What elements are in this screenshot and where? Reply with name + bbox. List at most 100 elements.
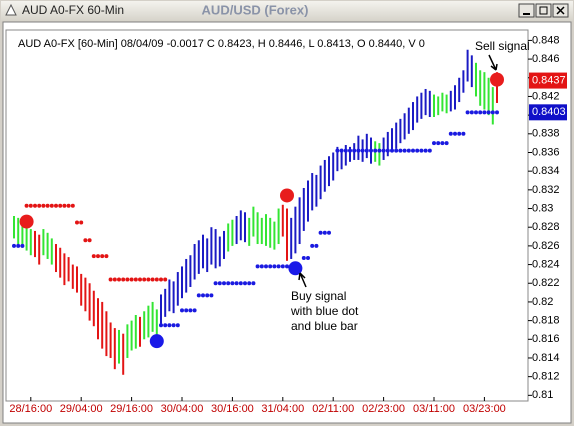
x-tick-label: 30/04:00 [161, 403, 204, 415]
stop-dot [33, 203, 37, 208]
stop-dot [276, 264, 281, 269]
stop-dot [360, 148, 365, 153]
x-tick-label: 03/23:00 [463, 403, 506, 415]
maximize-button[interactable] [535, 3, 552, 18]
x-tick-label: 02/23:00 [362, 403, 405, 415]
stop-dot [461, 131, 466, 136]
y-tick-label: 0.828 [532, 221, 560, 233]
stop-dot [406, 148, 411, 153]
stop-dot [247, 281, 252, 286]
stop-dot [495, 110, 499, 115]
y-tick-label: 0.842 [532, 90, 560, 102]
stop-dot [217, 281, 222, 286]
stop-dot [70, 203, 75, 208]
stop-dot [192, 308, 197, 313]
x-tick-label: 02/11:00 [312, 403, 354, 415]
stop-dot [348, 148, 352, 153]
minimize-button[interactable] [518, 3, 535, 18]
stop-dot [205, 293, 210, 298]
title-bar [1, 1, 573, 21]
stop-dot [159, 323, 163, 328]
stop-dot [436, 141, 441, 146]
stop-dot [423, 148, 428, 153]
stop-dot [142, 277, 147, 282]
price-label: 0.8437 [532, 74, 566, 86]
stop-dot [121, 277, 126, 282]
stop-dot [75, 220, 79, 225]
y-tick-label: 0.83 [532, 202, 553, 214]
stop-dot [201, 293, 205, 298]
stop-dot [196, 293, 201, 298]
y-tick-label: 0.836 [532, 146, 560, 158]
stop-dot [394, 148, 399, 153]
stop-dot [28, 203, 33, 208]
stop-dot [58, 203, 63, 208]
stop-dot [255, 264, 260, 269]
y-tick-label: 0.822 [532, 277, 560, 289]
x-tick-label: 29/16:00 [110, 403, 153, 415]
stop-dot [356, 148, 361, 153]
annotation-arrow [488, 54, 498, 71]
stop-dot [280, 264, 285, 269]
stop-dot [327, 230, 331, 235]
y-tick-label: 0.834 [532, 165, 560, 177]
annotation: and blue bar [291, 319, 358, 333]
y-tick-label: 0.818 [532, 315, 560, 327]
stop-dot [226, 281, 231, 286]
stop-dot [411, 148, 415, 153]
stop-dot [486, 110, 491, 115]
stop-dot [251, 281, 256, 286]
y-tick-label: 0.824 [532, 258, 560, 270]
stop-dot [318, 230, 323, 235]
y-tick-label: 0.846 [532, 53, 560, 65]
price-label-box [529, 72, 567, 89]
stop-dot [339, 148, 344, 153]
stop-dot [24, 203, 29, 208]
app-icon [5, 3, 17, 16]
y-tick-label: 0.812 [532, 371, 560, 383]
signal-dot [149, 334, 164, 349]
signal-dot [280, 188, 294, 203]
stop-dot [465, 110, 470, 115]
stop-dot [138, 277, 142, 282]
stop-dot [490, 110, 495, 115]
stop-dot [322, 230, 327, 235]
stop-dot [259, 264, 264, 269]
stop-dot [469, 110, 474, 115]
stop-dot [364, 148, 369, 153]
stop-dot [448, 131, 453, 136]
window-buttons[interactable] [518, 3, 569, 18]
stop-dot [306, 256, 310, 261]
stop-dot [125, 277, 130, 282]
y-tick-label: 0.814 [532, 352, 560, 364]
stop-dot [474, 110, 478, 115]
stop-dot [163, 323, 168, 328]
stop-dot [453, 131, 457, 136]
stop-dot [20, 243, 25, 248]
chart-title: AUD/USD (Forex) [202, 2, 309, 17]
stop-dot [432, 141, 436, 146]
stop-dot [415, 148, 420, 153]
stop-dot [184, 308, 189, 313]
info-line: AUD A0-FX [60-Min] 08/04/09 -0.0017 C 0.… [18, 38, 425, 50]
stop-dot [41, 203, 46, 208]
stop-dot [243, 281, 247, 286]
stop-dot [37, 203, 42, 208]
y-tick-label: 0.826 [532, 240, 560, 252]
stop-dot [117, 277, 121, 282]
stop-dot [12, 243, 16, 248]
stop-dot [100, 254, 105, 259]
stop-dot [377, 148, 382, 153]
stop-dot [133, 277, 138, 282]
stop-dot [381, 148, 386, 153]
stop-dot [188, 308, 193, 313]
y-tick-label: 0.848 [532, 34, 560, 46]
stop-dot [272, 264, 277, 269]
stop-dot [45, 203, 50, 208]
stop-dot [213, 281, 218, 286]
x-tick-label: 29/04:00 [60, 403, 103, 415]
stop-dot [268, 264, 273, 269]
stop-dot [209, 293, 214, 298]
